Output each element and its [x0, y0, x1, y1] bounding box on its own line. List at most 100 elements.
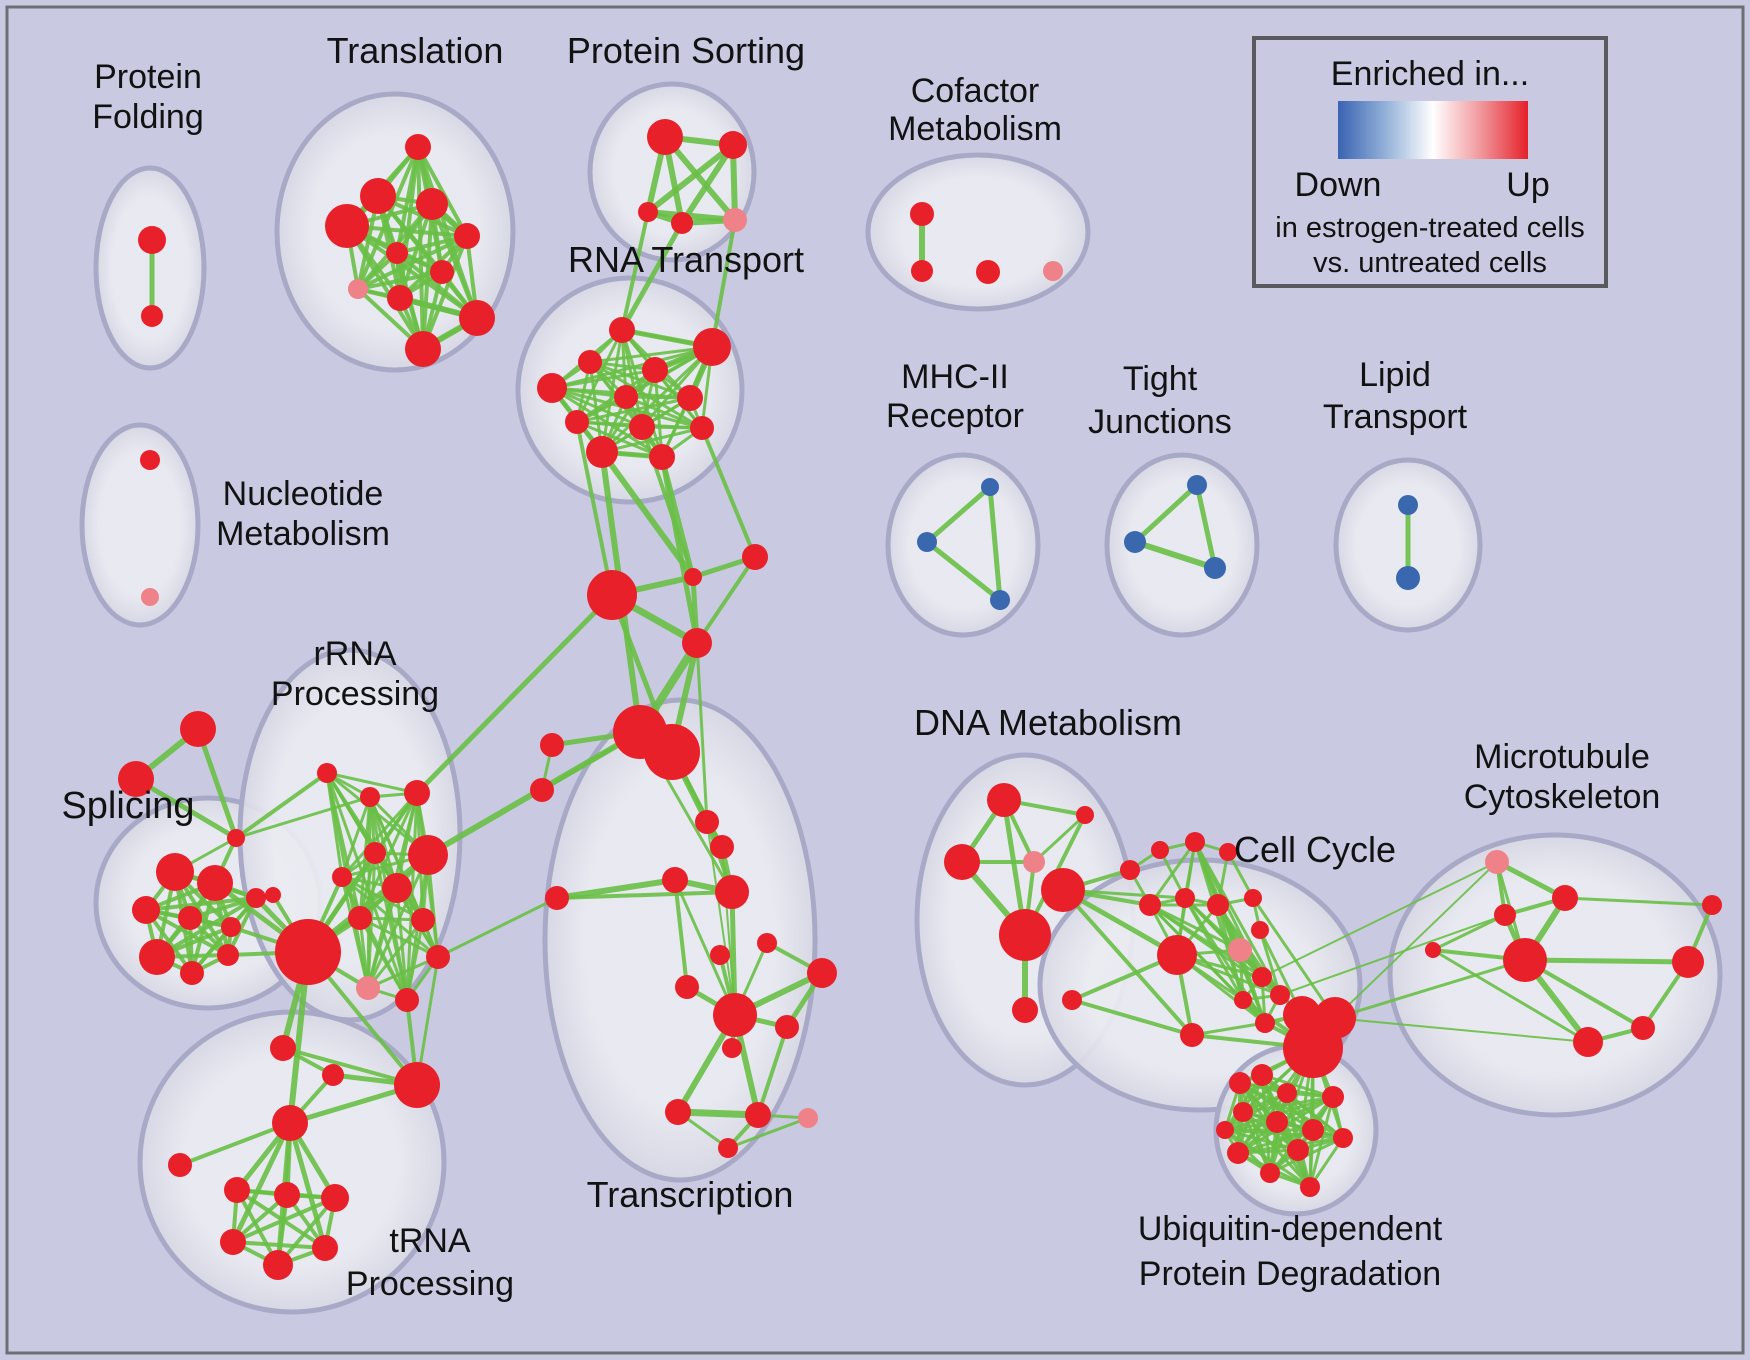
rna-transport-label: RNA Transport: [568, 239, 804, 280]
lipid-transport-node: [1396, 566, 1420, 590]
cell-cycle-node: [1175, 888, 1195, 908]
ubiquitin-degradation-node: [1277, 1083, 1297, 1103]
network-edge: [987, 484, 1003, 603]
network-edge: [190, 896, 258, 975]
tight-junctions-node: [1124, 531, 1146, 553]
ubiquitin-degradation-label: Ubiquitin-dependent Protein Degradation: [1138, 1210, 1443, 1293]
translation-node: [386, 242, 408, 264]
rrna-processing-node: [360, 787, 380, 807]
network-edge: [1241, 1110, 1345, 1140]
network-edge: [674, 1108, 762, 1119]
network-edge: [659, 454, 700, 646]
network-edge: [345, 224, 425, 351]
cell-cycle-node: [1425, 942, 1441, 958]
legend-up-label: Up: [1506, 166, 1549, 204]
rrna-processing-node: [270, 1035, 296, 1061]
network-edge: [1241, 1095, 1335, 1114]
network-edge: [405, 791, 419, 1002]
ubiquitin-degradation-node: [1233, 1102, 1253, 1122]
network-edge: [281, 1046, 419, 1087]
network-edge: [414, 592, 615, 796]
mhc-ii-receptor-label: MHC-II Receptor: [886, 358, 1024, 435]
cell-cycle-node: [1219, 843, 1237, 861]
network-edge: [366, 886, 399, 990]
mhc-ii-receptor-node: [990, 590, 1010, 610]
rna-transport-node: [586, 436, 618, 468]
network-edge: [1333, 958, 1527, 1020]
network-edge: [358, 916, 440, 959]
rrna-processing-node: [364, 842, 386, 864]
network-edge: [356, 234, 469, 291]
trna-processing-label: tRNA Processing: [346, 1222, 514, 1303]
rrna-processing-node: [395, 988, 419, 1012]
translation-node: [416, 188, 448, 220]
transcription-node: [665, 1099, 691, 1125]
network-edge: [726, 1116, 810, 1150]
network-edge: [695, 641, 709, 824]
central-hub-node: [644, 724, 700, 780]
transcription-node: [775, 1015, 799, 1039]
lipid-transport-label: Lipid Transport: [1323, 356, 1468, 436]
translation-node: [348, 279, 368, 299]
network-edge: [1241, 1110, 1300, 1152]
microtubule-cytoskeleton-node: [1573, 1027, 1603, 1057]
nucleotide-metabolism-bubble: [79, 422, 201, 628]
tight-junctions-bubble: [1104, 452, 1260, 638]
rrna-processing-node: [356, 976, 380, 1000]
splicing-node: [118, 761, 154, 797]
ubiquitin-degradation-node: [1322, 1086, 1344, 1108]
protein-sorting-node: [719, 131, 747, 159]
legend-caption-line2: vs. untreated cells: [1313, 247, 1547, 279]
protein-sorting-label: Protein Sorting: [567, 30, 805, 71]
network-edge: [1251, 896, 1337, 1020]
network-edge: [555, 890, 734, 900]
central-hub-node: [682, 628, 712, 658]
central-hub-node: [684, 568, 702, 586]
figure-frame: [5, 5, 1745, 1355]
network-edge: [1032, 813, 1087, 864]
network-edge: [924, 484, 993, 545]
label-layer: Protein Folding Translation Protein Sorting…: [5, 5, 1745, 1355]
microtubule-cytoskeleton-node: [1494, 904, 1516, 926]
nucleotide-metabolism-label: Nucleotide Metabolism: [216, 475, 390, 553]
transcription-node: [675, 975, 699, 999]
ubiquitin-degradation-node: [1287, 1139, 1309, 1161]
legend-down-label: Down: [1295, 166, 1382, 204]
network-edge: [600, 426, 704, 454]
transcription-node: [745, 1102, 771, 1128]
network-edge: [1431, 913, 1507, 952]
transcription-node: [713, 993, 757, 1037]
network-edge: [645, 142, 736, 215]
rna-transport-node: [690, 416, 714, 440]
nucleotide-metabolism-node: [140, 450, 160, 470]
ubiquitin-degradation-node: [1216, 1121, 1234, 1139]
rrna-processing-node: [408, 835, 448, 875]
cell-cycle-node: [1283, 1018, 1343, 1078]
transcription-node: [718, 1138, 738, 1158]
dna-metabolism-node: [1076, 806, 1094, 824]
translation-label: Translation: [327, 30, 504, 71]
network-edge: [1334, 861, 1498, 1019]
legend-gradient-bar: [1338, 101, 1528, 159]
transcription-node: [710, 835, 734, 859]
splicing-node: [227, 829, 245, 847]
network-edge: [673, 878, 737, 1017]
central-hub-node: [742, 544, 768, 570]
dna-metabolism-node: [999, 909, 1051, 961]
splicing-node: [156, 853, 194, 891]
network-edge: [1223, 1128, 1312, 1189]
translation-node: [454, 223, 480, 249]
cofactor-metabolism-node: [976, 260, 1000, 284]
splicing-node: [246, 888, 266, 908]
cell-cycle-node: [1234, 991, 1252, 1009]
rna-transport-node: [642, 357, 668, 383]
trna-processing-node: [274, 1182, 300, 1208]
network-edge: [1563, 896, 1714, 907]
trna-processing-node: [321, 1184, 349, 1212]
legend-caption-line1: in estrogen-treated cells: [1275, 212, 1585, 244]
network-edge: [1279, 914, 1506, 996]
network-edge: [356, 145, 420, 291]
cofactor-metabolism-node: [910, 202, 934, 226]
rrna-processing-node: [348, 906, 372, 930]
ubiquitin-degradation-node: [1229, 1072, 1251, 1094]
